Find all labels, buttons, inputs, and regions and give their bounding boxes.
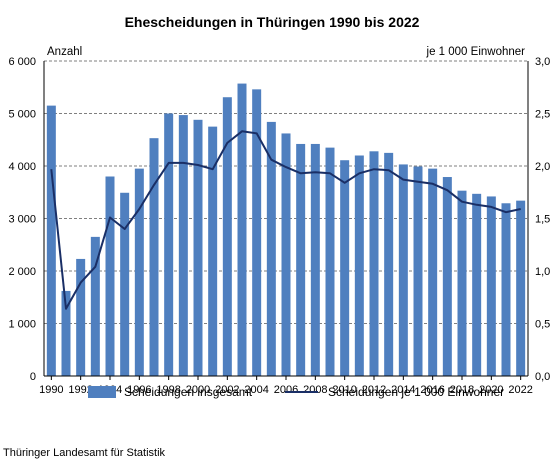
x-tick-label: 1990 [39,384,63,396]
bar [340,160,350,376]
bar [266,121,276,377]
bar [442,177,452,376]
bar [398,164,408,376]
y-right-tick-label: 0,5 [535,319,550,331]
y-right-tick-label: 1,0 [535,266,550,278]
bar [237,83,247,376]
bar [76,258,86,376]
y-right-tick-label: 2,5 [535,109,550,121]
bar [472,193,482,376]
legend-label-bars: Scheidungen insgesamt [124,385,253,399]
y-right-tick-label: 1,5 [535,214,550,226]
x-tick-label: 1998 [156,384,180,396]
axes: 0 0,0 1 000 0,5 2 000 1,0 3 000 1,5 4 000 2,0 5 00… [8,56,550,396]
bar [90,236,100,376]
bar [252,89,262,376]
bar [61,290,71,376]
bar [369,151,379,376]
bar [457,190,467,376]
bar [149,138,159,376]
x-tick-label: 2012 [362,384,386,396]
source-note: Thüringer Landesamt für Statistik [3,447,166,459]
y-left-tick-label: 5 000 [8,109,36,121]
bar [428,168,438,376]
x-tick-label: 2014 [391,384,415,396]
bar [120,192,130,376]
bar [516,200,526,376]
bar [134,168,144,376]
bar [310,143,320,376]
legend: Scheidungen insgesamt Scheidungen je 1 0… [88,385,504,399]
y-left-tick-label: 0 [30,371,36,383]
bar [296,143,306,376]
x-tick-label: 2008 [303,384,327,396]
series-line [50,130,521,310]
bar [354,155,364,376]
x-tick-label: 2020 [479,384,503,396]
y-left-tick-label: 6 000 [8,56,36,68]
bar-series [46,83,526,377]
y-left-tick-label: 2 000 [8,266,36,278]
x-tick-label: 2006 [274,384,298,396]
x-tick-label: 2000 [186,384,210,396]
y-right-tick-label: 2,0 [535,161,550,173]
bar [501,203,511,376]
bar [105,176,115,376]
y-axis-right-label: je 1 000 Einwohner [426,46,526,58]
x-tick-label: 2016 [420,384,444,396]
bar [208,126,218,376]
x-tick-label: 2002 [215,384,239,396]
bar [486,196,496,376]
x-tick-label: 2022 [508,384,532,396]
bar [281,133,291,376]
bar [164,113,174,376]
x-tick-label: 2010 [332,384,356,396]
chart-title: Ehescheidungen in Thüringen 1990 bis 202… [125,14,420,30]
bar [222,97,232,376]
bar [46,105,56,376]
x-tick-label: 2018 [450,384,474,396]
y-right-tick-label: 0,0 [535,371,550,383]
x-tick-label: 1996 [127,384,151,396]
bar [193,119,203,377]
y-axis-left-label: Anzahl [47,46,82,58]
y-left-tick-label: 4 000 [8,161,36,173]
x-tick-label: 1992 [68,384,92,396]
y-left-tick-label: 3 000 [8,214,36,226]
y-left-tick-label: 1 000 [8,319,36,331]
bar [384,152,394,376]
line-series [50,130,521,310]
bar [325,147,335,376]
x-tick-label: 2004 [244,384,268,396]
legend-swatch-bars [88,386,116,398]
bar [413,166,423,376]
bar [178,115,188,376]
legend-label-line: Scheidungen je 1 000 Einwohner [328,385,504,399]
y-right-tick-label: 3,0 [535,56,550,68]
